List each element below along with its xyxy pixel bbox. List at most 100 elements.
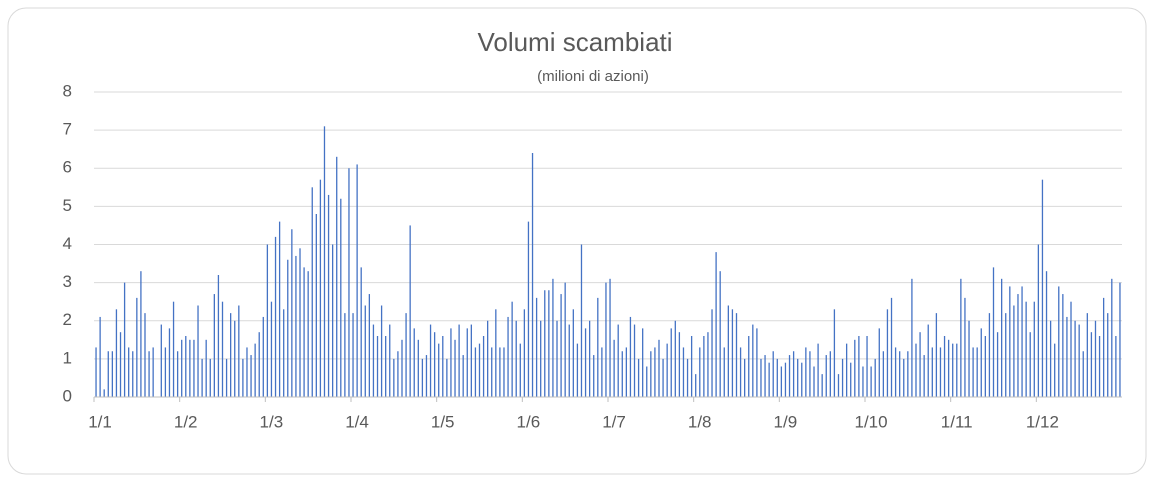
x-tick-label: 1/12 — [1026, 412, 1059, 431]
x-tick-label: 1/7 — [602, 412, 626, 431]
bar — [1094, 320, 1097, 397]
bar — [719, 271, 721, 397]
x-tick-label: 1/6 — [517, 412, 541, 431]
bar — [315, 214, 317, 397]
bar — [454, 339, 456, 397]
bar — [1058, 286, 1060, 397]
x-tick-label: 1/3 — [260, 412, 284, 431]
bar — [768, 362, 770, 397]
chart-border — [7, 7, 1147, 475]
bar — [792, 351, 795, 397]
bar — [899, 351, 901, 397]
bar — [425, 355, 428, 397]
bar — [1037, 244, 1040, 397]
bar — [140, 271, 142, 397]
bar — [996, 332, 999, 397]
bar — [254, 343, 256, 397]
bar — [128, 347, 130, 397]
bar — [654, 347, 656, 397]
bar — [266, 244, 269, 397]
bar — [988, 313, 991, 397]
bar — [731, 309, 734, 397]
bar — [103, 389, 105, 397]
bar — [515, 320, 517, 397]
bar — [850, 362, 852, 397]
bar — [189, 339, 191, 397]
bar — [417, 339, 419, 397]
bar — [278, 221, 281, 397]
bar — [1111, 278, 1113, 397]
bar — [715, 252, 717, 397]
bar — [1070, 301, 1072, 397]
chart-title: Volumi scambiati — [477, 27, 672, 57]
bar — [984, 336, 986, 397]
bar — [1001, 278, 1003, 397]
bar — [613, 339, 615, 397]
bar — [221, 301, 224, 397]
bar — [405, 313, 407, 397]
bar — [376, 336, 379, 397]
bar — [552, 278, 554, 397]
bar — [323, 126, 326, 397]
bar — [446, 358, 448, 397]
bar — [115, 309, 118, 397]
bar — [258, 332, 260, 397]
bar — [870, 366, 872, 397]
bar — [527, 221, 530, 397]
bar — [548, 290, 550, 397]
bar — [1074, 320, 1076, 397]
bar — [797, 358, 799, 397]
bar — [927, 324, 929, 397]
bar — [621, 351, 623, 397]
bar — [923, 355, 925, 397]
bar — [744, 358, 746, 397]
bar — [409, 225, 411, 397]
bar — [629, 316, 632, 397]
bar — [385, 336, 387, 397]
bar — [1045, 271, 1048, 397]
bar — [299, 248, 301, 397]
bar — [209, 358, 211, 397]
bar — [642, 328, 644, 397]
bar — [283, 309, 285, 397]
bar — [181, 339, 183, 397]
bar — [682, 347, 685, 397]
bar — [152, 347, 154, 397]
bar — [1005, 313, 1007, 397]
bar — [389, 324, 391, 397]
bar — [894, 347, 897, 397]
bar — [878, 328, 880, 397]
bar — [531, 153, 534, 397]
bar — [311, 187, 313, 397]
bar — [499, 347, 501, 397]
bar — [670, 328, 672, 397]
bar — [572, 309, 574, 397]
bar — [1009, 286, 1011, 397]
bar — [495, 309, 497, 397]
x-tick-label: 1/1 — [88, 412, 112, 431]
bar — [356, 164, 358, 397]
bar — [972, 347, 974, 397]
bar — [107, 351, 109, 397]
bar — [478, 343, 481, 397]
bar — [841, 358, 844, 397]
bar — [980, 328, 982, 397]
bar — [1119, 282, 1121, 397]
bar — [1082, 351, 1084, 397]
bar — [250, 355, 252, 397]
bar — [992, 267, 995, 397]
x-tick-label: 1/2 — [174, 412, 198, 431]
bar — [429, 324, 432, 397]
bar — [890, 297, 893, 397]
bar — [854, 339, 856, 397]
y-tick-label: 2 — [63, 310, 72, 329]
bar — [858, 336, 860, 397]
bar — [584, 328, 587, 397]
bar — [637, 358, 640, 397]
bar — [947, 339, 950, 397]
bar — [491, 347, 493, 397]
bar — [625, 347, 628, 397]
bar — [307, 271, 309, 397]
y-tick-label: 7 — [63, 120, 72, 139]
bar — [295, 255, 297, 397]
